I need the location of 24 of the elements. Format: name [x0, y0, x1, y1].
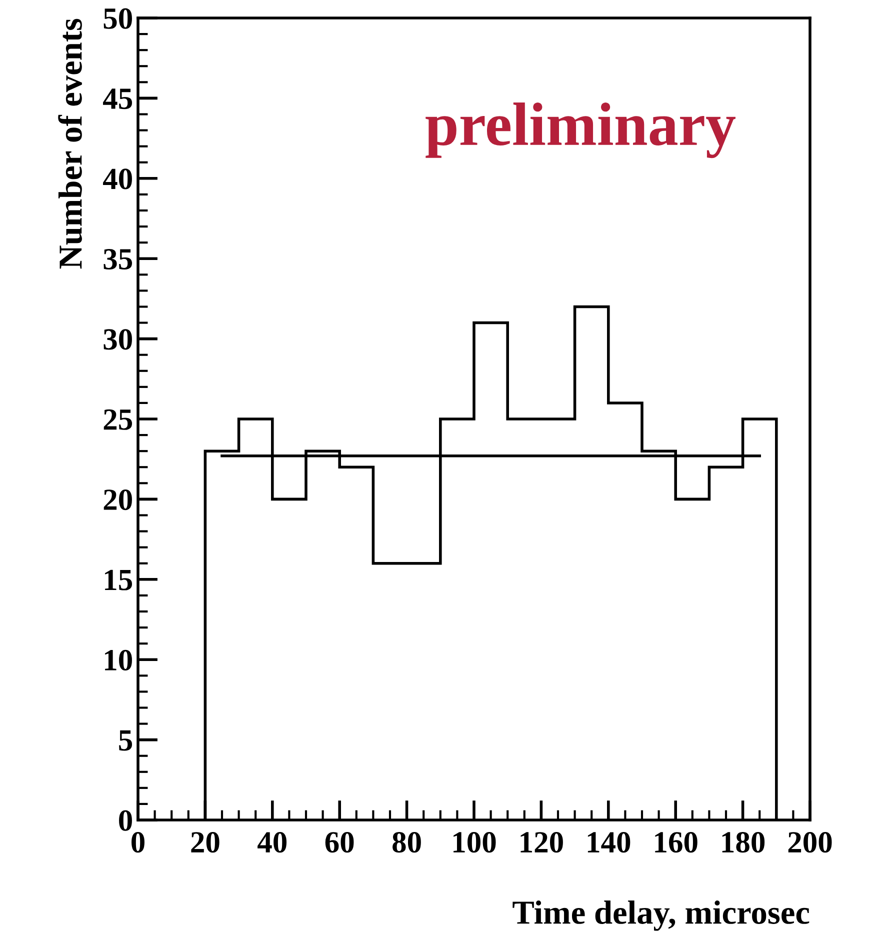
y-tick-label: 20	[104, 489, 132, 510]
x-tick-label: 40	[258, 832, 287, 853]
x-tick-label: 180	[722, 832, 765, 853]
x-tick-label: 100	[454, 832, 496, 853]
x-tick-label: 20	[191, 832, 220, 853]
annotation: preliminary	[426, 102, 736, 158]
x-tick-label: 160	[655, 832, 698, 853]
x-tick-label: 120	[520, 832, 563, 853]
y-tick-label: 35	[104, 248, 132, 270]
y-tick-label: 5	[119, 730, 132, 751]
y-tick-label: 30	[104, 329, 132, 350]
x-tick-label: 140	[588, 832, 630, 853]
x-tick-label: 80	[392, 832, 421, 853]
y-tick-label: 25	[104, 409, 132, 430]
y-tick-label: 45	[103, 88, 132, 110]
y-tick-label: 0	[119, 810, 132, 831]
y-axis-title: Number of events	[58, 18, 82, 269]
y-tick-label: 15	[105, 570, 132, 590]
y-tick-label: 50	[104, 8, 132, 29]
y-tick-label: 40	[103, 168, 132, 190]
x-tick-label: 60	[325, 832, 354, 853]
x-axis-title: Time delay, microsec	[512, 900, 810, 931]
y-tick-label: 10	[105, 650, 132, 670]
x-tick-label: 200	[788, 832, 832, 853]
